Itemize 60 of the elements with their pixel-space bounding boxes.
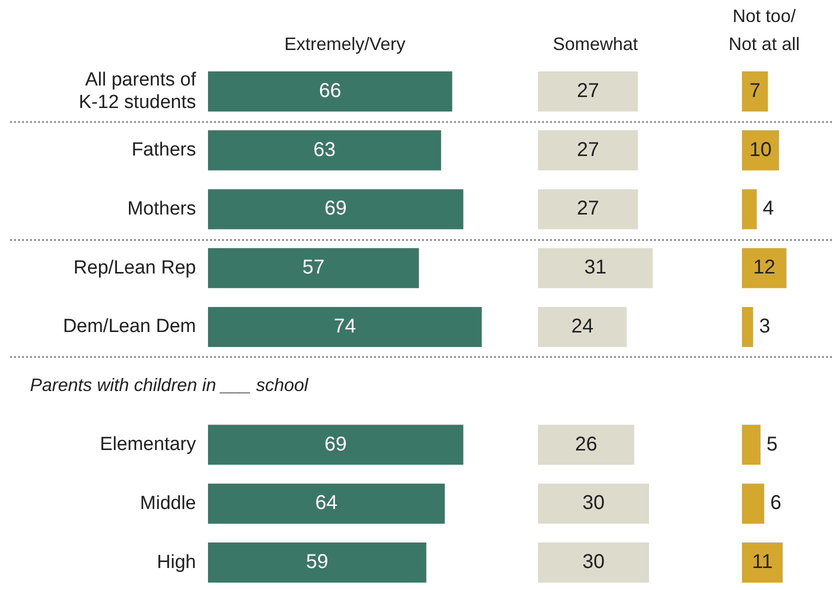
bar <box>208 542 426 583</box>
data-label: 27 <box>576 138 600 161</box>
y-tick-label: Rep/Lean Rep <box>73 257 196 278</box>
data-label: 69 <box>324 433 347 456</box>
bar <box>538 71 638 112</box>
bar <box>742 542 783 583</box>
data-label: 11 <box>752 551 773 574</box>
bar <box>742 130 779 170</box>
y-tick-label: Fathers <box>132 140 196 161</box>
bar <box>538 424 634 465</box>
data-label: 3 <box>759 316 770 338</box>
bar <box>538 130 638 170</box>
bar <box>742 71 768 112</box>
bar <box>742 484 764 524</box>
y-tick-label: Dem/Lean Dem <box>62 316 196 338</box>
bar <box>208 484 445 524</box>
data-label: 74 <box>334 316 356 338</box>
annotation: Parents with children in ___ school <box>30 374 308 396</box>
chart-title: Not too/ Not at all <box>728 5 801 56</box>
data-label: 66 <box>318 80 342 102</box>
data-label: 6 <box>770 492 782 514</box>
chart-title: Somewhat <box>552 33 639 56</box>
bar <box>538 189 638 230</box>
data-label: 31 <box>584 256 606 279</box>
bar <box>742 189 757 230</box>
bar <box>538 248 653 288</box>
data-label: 57 <box>302 256 325 279</box>
bar <box>538 484 649 524</box>
bar <box>208 248 419 288</box>
data-label: 27 <box>576 198 600 220</box>
data-label: 64 <box>315 492 338 514</box>
bar <box>538 542 649 583</box>
bar <box>208 306 482 348</box>
chart-title: Extremely/Very <box>283 33 406 56</box>
data-label: 26 <box>574 433 598 456</box>
data-label: 12 <box>753 256 776 279</box>
bar <box>538 306 627 348</box>
data-label: 69 <box>324 198 347 220</box>
data-label: 7 <box>749 80 761 102</box>
bar <box>742 306 754 348</box>
data-label: 59 <box>306 551 328 574</box>
y-tick-label: Middle <box>140 492 196 514</box>
y-tick-label: All parents of K-12 students <box>78 69 197 114</box>
bar <box>208 71 452 112</box>
data-label: 27 <box>576 80 600 102</box>
data-label: 30 <box>582 551 605 574</box>
data-label: 63 <box>313 138 336 161</box>
data-label: 5 <box>766 433 778 456</box>
y-tick-label: High <box>156 552 196 573</box>
y-tick-label: Elementary <box>100 434 196 456</box>
bar <box>742 424 760 465</box>
bar <box>208 189 464 230</box>
data-label: 30 <box>582 492 605 514</box>
bar <box>742 248 786 288</box>
data-label: 10 <box>749 138 772 161</box>
data-label: 24 <box>571 316 594 338</box>
bar <box>208 424 464 465</box>
y-tick-label: Mothers <box>127 198 196 220</box>
bar <box>208 130 442 170</box>
data-label: 4 <box>762 198 774 220</box>
